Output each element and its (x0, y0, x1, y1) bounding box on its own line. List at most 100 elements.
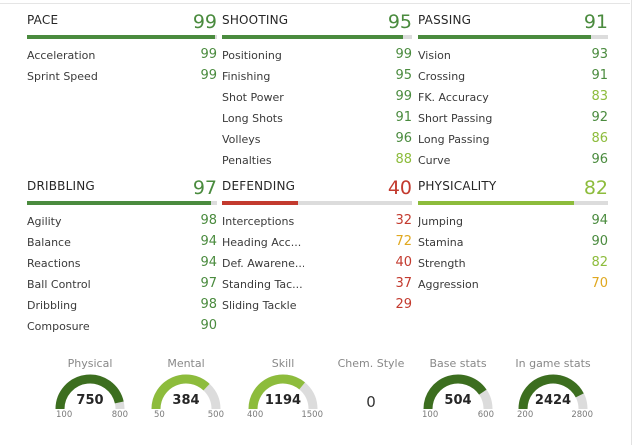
stat-block-header: PACE 99 (27, 0, 217, 39)
stat-bar-track (222, 201, 412, 205)
stat-row-value: 97 (200, 276, 217, 291)
stat-block-title: PASSING (418, 13, 472, 27)
stat-row-value: 82 (591, 255, 608, 270)
gauge-label: Chem. Style (337, 357, 405, 370)
stat-row: Vision 93 (418, 45, 608, 66)
gauge-physical: Physical 750 100 800 (50, 355, 130, 425)
gauge-fill (55, 374, 124, 410)
stat-row: Volleys 96 (222, 129, 412, 150)
stat-row-label: Curve (418, 154, 451, 167)
gauge-label: Physical (67, 357, 113, 370)
stat-row: Balance 94 (27, 232, 217, 253)
stat-row-value: 70 (591, 276, 608, 291)
gauge-label: Skill (271, 357, 295, 370)
stat-block-title: PACE (27, 13, 59, 27)
stat-row-value: 83 (591, 89, 608, 104)
stat-row: Heading Acc... 72 (222, 232, 412, 253)
stat-row-value: 86 (591, 131, 608, 146)
gauge-mental: Mental 384 50 500 (146, 355, 226, 425)
stat-block-passing: PASSING 91 Vision 93 Crossing 91 FK. Accurac… (418, 0, 608, 171)
stat-row-label: Aggression (418, 278, 479, 291)
gauge-fill (248, 374, 305, 410)
stat-row: Shot Power 99 (222, 87, 412, 108)
gauge-label: Mental (167, 357, 205, 370)
stat-row: Jumping 94 (418, 211, 608, 232)
stat-bar-fill (27, 35, 216, 39)
gauge-min: 200 (517, 410, 534, 420)
gauge-arc (151, 374, 221, 410)
stat-row: Positioning 99 (222, 45, 412, 66)
stat-block-shooting: SHOOTING 95 Positioning 99 Finishing 95 Shot… (222, 0, 412, 171)
stat-row-value: 99 (395, 47, 412, 62)
stat-row-value: 94 (200, 234, 217, 249)
stat-row-value: 90 (591, 234, 608, 249)
stat-row-value: 93 (591, 47, 608, 62)
stat-row: Dribbling 98 (27, 295, 217, 316)
stat-block-value: 97 (192, 177, 217, 199)
gauge-max: 500 (207, 410, 224, 420)
stat-block-value: 99 (192, 11, 217, 33)
stat-bar-fill (27, 201, 212, 205)
gauge-value: 384 (172, 393, 200, 408)
stat-row-label: Penalties (222, 154, 272, 167)
stat-row: Strength 82 (418, 253, 608, 274)
stat-row-label: Stamina (418, 236, 464, 249)
stat-bar-track (222, 35, 412, 39)
stat-bar-track (418, 35, 608, 39)
stat-row-label: Positioning (222, 49, 282, 62)
stat-block-value: 95 (387, 11, 412, 33)
chem-style-value: 0 (366, 393, 376, 411)
stat-row: Penalties 88 (222, 150, 412, 171)
gauge-label: Base stats (429, 357, 487, 370)
gauge-value: 1194 (264, 393, 302, 408)
stat-row: Composure 90 (27, 316, 217, 337)
stat-row-label: Long Shots (222, 112, 283, 125)
stat-bar-fill (222, 35, 403, 39)
stat-row: Stamina 90 (418, 232, 608, 253)
stat-bar-track (27, 201, 217, 205)
stat-bar-fill (222, 201, 298, 205)
gauge-min: 400 (247, 410, 264, 420)
stat-row: Finishing 95 (222, 66, 412, 87)
gauge-arc (55, 374, 125, 410)
stat-row-value: 99 (200, 47, 217, 62)
stat-row-value: 99 (200, 68, 217, 83)
stat-row-label: Jumping (418, 215, 463, 228)
stat-bar-fill (418, 201, 574, 205)
stat-rows: Agility 98 Balance 94 Reactions 94 Ball Contro… (27, 211, 217, 337)
gauge-fill (423, 374, 487, 410)
gauge-value: 750 (76, 393, 104, 408)
stat-row-label: Dribbling (27, 299, 78, 312)
stat-row-value: 98 (200, 297, 217, 312)
stat-row-label: Acceleration (27, 49, 96, 62)
stat-block-header: DEFENDING 40 (222, 166, 412, 205)
stat-row-value: 96 (591, 152, 608, 167)
stat-block-title: SHOOTING (222, 13, 289, 27)
stat-row-value: 91 (591, 68, 608, 83)
stat-rows: Interceptions 32 Heading Acc... 72 Def. Awar… (222, 211, 412, 316)
gauge-value: 2424 (534, 393, 572, 408)
stat-row-label: Sprint Speed (27, 70, 98, 83)
stat-row-label: Heading Acc... (222, 236, 302, 249)
stat-row-label: Reactions (27, 257, 81, 270)
gauge-chem-style: Chem. Style 0 (331, 355, 411, 425)
stat-block-title: DRIBBLING (27, 179, 95, 193)
stat-block-header: PASSING 91 (418, 0, 608, 39)
stat-rows: Positioning 99 Finishing 95 Shot Power 99 Long… (222, 45, 412, 171)
stat-block-value: 82 (583, 177, 608, 199)
stat-row-label: FK. Accuracy (418, 91, 489, 104)
stat-row: Reactions 94 (27, 253, 217, 274)
stat-row: Sprint Speed 99 (27, 66, 217, 87)
stat-row-label: Ball Control (27, 278, 91, 291)
stat-row: Crossing 91 (418, 66, 608, 87)
stat-row-value: 95 (395, 68, 412, 83)
stat-row-value: 94 (591, 213, 608, 228)
gauge-arc (518, 374, 588, 410)
stat-row-value: 29 (395, 297, 412, 312)
stat-row-label: Short Passing (418, 112, 493, 125)
gauge-min: 100 (56, 410, 73, 420)
stat-rows: Vision 93 Crossing 91 FK. Accuracy 83 Short Pa… (418, 45, 608, 171)
gauge-value: 504 (444, 393, 472, 408)
stat-row-label: Finishing (222, 70, 271, 83)
stat-bar-track (418, 201, 608, 205)
